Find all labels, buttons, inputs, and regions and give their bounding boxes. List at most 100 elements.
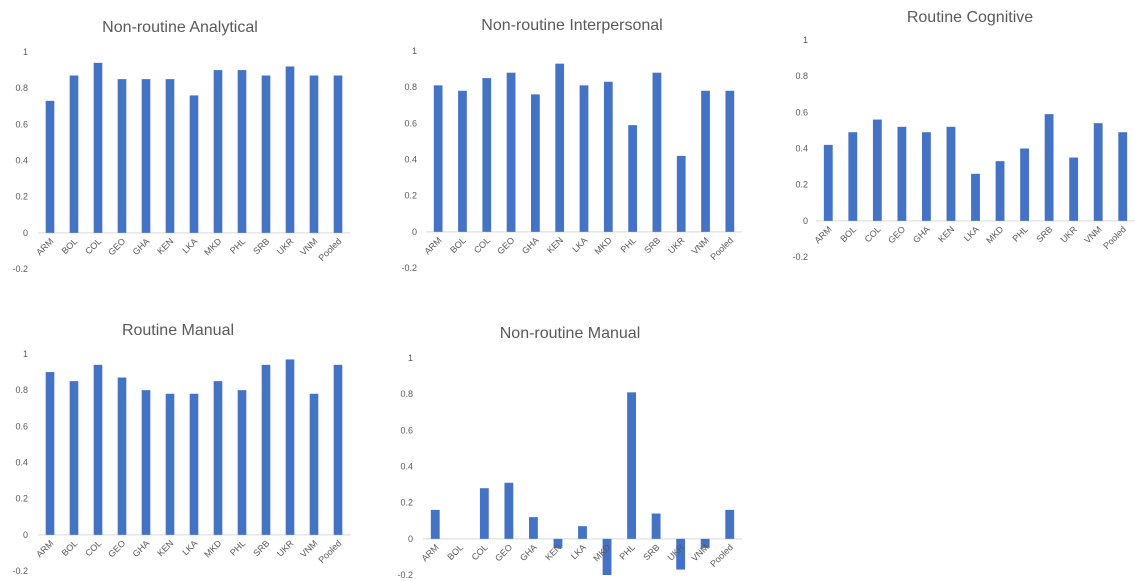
x-tick-label: UKR [666,235,687,256]
x-tick-label: BOL [60,538,80,558]
x-tick-label: MKD [593,235,615,257]
x-tick-label: VNM [690,235,711,256]
bar-arm [45,100,55,233]
bar-phl [628,125,637,232]
y-tick-label: -0.2 [401,263,417,273]
bar-vnm [309,75,319,233]
y-tick-label: -0.2 [12,566,28,576]
y-tick-label: -0.2 [792,252,808,262]
x-tick-label: COL [83,236,103,256]
bar-gha [529,517,538,539]
x-tick-label: KEN [936,224,956,244]
x-tick-label: VNM [1082,224,1103,245]
bar-bol [69,75,79,233]
x-tick-label: PHL [228,236,247,255]
y-tick-label: 1 [408,353,413,363]
bar-col [93,364,103,535]
bar-gha [531,94,540,232]
chart-panel-5: Non-routine Manual -0.2 0 0.2 0.4 0.6 0.8 1 ARM B… [397,325,742,580]
bar-pooled [725,509,735,539]
bar-mkd [995,161,1005,221]
bar-ken [165,79,175,233]
x-tick-label: ARM [34,538,55,559]
y-tick-label: 0.2 [15,192,28,202]
y-tick-label: 0.4 [400,462,413,472]
y-tick-label: 0.6 [15,119,28,129]
y-tick-label: 0.4 [404,155,417,165]
y-tick-label: 0.6 [795,107,808,117]
bar-arm [433,85,443,232]
bar-arm [430,509,440,539]
bar-ukr [1069,157,1079,221]
bar-ken [946,126,956,221]
bar-lka [189,95,199,233]
x-tick-label: GEO [886,224,907,245]
chart-panel-2: Non-routine Interpersonal -0.2 0 0.2 0.4 0.6 0… [401,17,742,273]
bar-mkd [603,81,613,232]
y-tick-label: 0.4 [795,144,808,154]
bar-vnm [701,90,710,232]
x-tick-label: ARM [419,542,440,563]
y-tick-label: -0.2 [12,264,28,274]
x-tick-label: MKD [202,538,224,560]
bar-arm [45,372,55,535]
x-tick-label: KEN [155,236,175,256]
bar-ukr [285,66,295,233]
chart-title: Non-routine Manual [500,325,641,342]
x-tick-label: GHA [131,538,152,559]
x-tick-label: UKR [1059,224,1080,245]
bar-geo [897,126,907,221]
y-tick-label: 0.8 [404,82,417,92]
bar-ukr [285,359,295,535]
x-tick-label: PHL [1011,224,1030,243]
x-tick-label: KEN [545,235,565,255]
bar-ukr [676,155,686,232]
x-tick-label: GEO [106,236,127,257]
y-tick-label: 0.2 [400,498,413,508]
x-tick-label: KEN [155,538,175,558]
bar-bol [69,381,79,535]
bar-mkd [602,538,612,575]
bar-geo [117,79,127,233]
x-tick-label: GHA [520,235,541,256]
bar-phl [237,390,247,535]
y-tick-label: 1 [803,35,808,45]
bar-ken [555,63,565,232]
x-tick-label: GHA [911,224,932,245]
x-tick-label: Pooled [708,235,735,262]
bar-vnm [1093,123,1103,221]
x-tick-label: GEO [106,538,127,559]
x-tick-label: GHA [131,236,152,257]
bar-arm [823,144,833,221]
x-tick-label: SRB [251,236,271,256]
x-tick-label: BOL [60,236,80,256]
y-tick-label: 0.6 [400,425,413,435]
bar-mkd [213,70,223,233]
bar-col [872,119,882,221]
bar-srb [261,75,271,233]
x-tick-label: SRB [251,538,271,558]
bar-srb [652,72,662,232]
bar-gha [141,390,151,535]
x-tick-label: LKA [569,542,588,561]
y-tick-label: 0 [408,534,413,544]
x-tick-label: GEO [493,542,514,563]
y-tick-label: -0.2 [397,570,413,580]
x-tick-label: VNM [298,236,319,257]
y-tick-label: 0.4 [15,458,28,468]
x-tick-label: ARM [812,224,833,245]
bar-lka [971,173,980,221]
bar-mkd [213,381,223,535]
y-tick-label: 0 [23,530,28,540]
bar-geo [504,482,514,539]
x-tick-label: Pooled [317,538,344,565]
x-tick-label: COL [472,235,492,255]
bar-bol [458,90,467,232]
x-tick-label: ARM [422,235,443,256]
x-tick-label: BOL [445,542,465,562]
chart-panel-3: Routine Cognitive -0.2 0 0.2 0.4 0.6 0.8 1 ARM BO… [792,9,1135,262]
y-tick-label: 0.2 [795,180,808,190]
x-tick-label: SRB [1034,224,1054,244]
bar-phl [627,392,636,539]
